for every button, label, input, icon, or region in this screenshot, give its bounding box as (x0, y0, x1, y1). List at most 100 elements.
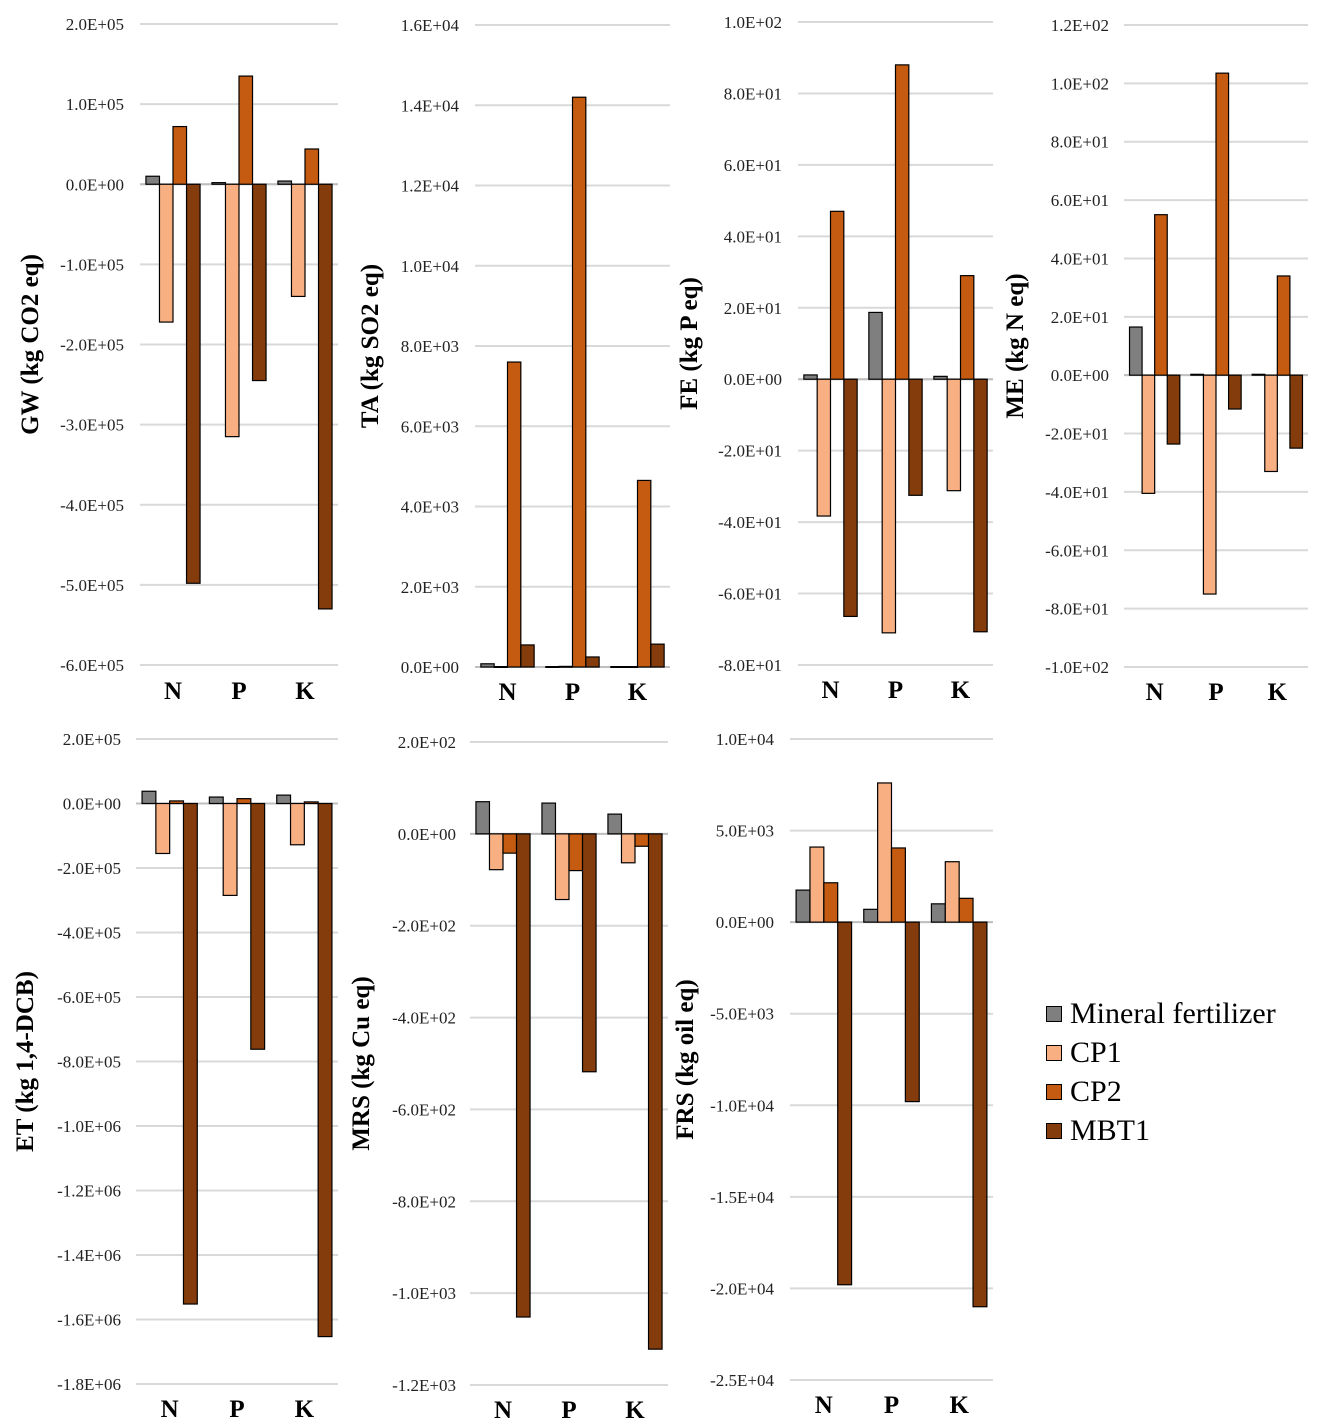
y-tick-label: 8.0E+01 (724, 84, 782, 103)
bar-mbt1-k (317, 183, 333, 610)
y-tick-label: 2.0E+03 (401, 578, 459, 597)
bar-mineral-fertilizer-k (933, 375, 948, 380)
y-tick-label: -2.0E+01 (1045, 425, 1109, 444)
bar-mbt1-n (182, 802, 198, 1305)
y-tick-label: -2.0E+05 (57, 859, 121, 878)
bar-cp2-p (894, 64, 910, 380)
bar-mineral-fertilizer-p (541, 802, 557, 835)
bar-mineral-fertilizer-k (930, 903, 946, 923)
bar-mbt1-k (650, 643, 665, 668)
bar-mbt1-k (647, 833, 663, 1350)
bar-cp1-k (620, 833, 636, 864)
bar-mineral-fertilizer-k (277, 180, 293, 185)
x-category-label: K (628, 679, 648, 706)
bar-mbt1-k (972, 921, 988, 1308)
y-tick-label: 2.0E+05 (63, 730, 121, 749)
x-category-label: K (1268, 679, 1288, 706)
bar-mbt1-n (843, 378, 858, 618)
bar-mbt1-k (1289, 374, 1304, 449)
y-tick-label: -4.0E+02 (392, 1009, 456, 1028)
y-tick-label: 1.6E+04 (401, 16, 460, 35)
y-tick-label: -8.0E+01 (1045, 600, 1109, 619)
legend-label: CP1 (1070, 1035, 1122, 1069)
legend-swatch (1046, 1005, 1062, 1022)
y-tick-label: 8.0E+03 (401, 337, 459, 356)
x-category-label: N (164, 678, 182, 705)
chart-panel-7: 1.0E+04 5.0E+03 0.0E+00 -5.0E+03 -1.0E+04 -1.… (672, 730, 993, 1418)
x-category-label: P (1208, 679, 1223, 706)
y-axis-title: ET (kg 1,4-DCB) (12, 971, 39, 1152)
bar-cp2-n (502, 833, 518, 854)
legend-item-cp2: CP2 (1046, 1072, 1316, 1111)
bar-mbt1-n (520, 644, 535, 668)
bar-cp1-p (222, 802, 238, 897)
y-tick-label: -1.0E+06 (57, 1117, 121, 1136)
y-axis-title: GW (kg CO2 eq) (17, 254, 44, 435)
bar-cp1-p (554, 833, 570, 901)
y-tick-label: 0.0E+00 (401, 658, 459, 677)
bar-cp1-k (290, 183, 306, 298)
bar-cp2-p (238, 75, 254, 185)
y-tick-label: 2.0E+02 (398, 733, 456, 752)
y-axis-title: ME (kg N eq) (1002, 273, 1029, 418)
x-category-label: P (561, 1397, 576, 1418)
bar-cp2-n (1154, 214, 1168, 376)
y-tick-label: 1.0E+04 (401, 257, 460, 276)
bar-mineral-fertilizer-k (607, 813, 623, 835)
bar-cp1-n (155, 802, 171, 855)
y-tick-label: 2.0E+05 (66, 15, 124, 34)
y-axis-title: FRS (kg oil eq) (672, 979, 699, 1139)
y-tick-label: -8.0E+02 (392, 1192, 456, 1211)
y-tick-label: 6.0E+03 (401, 417, 459, 436)
bar-mbt1-k (317, 802, 333, 1338)
y-tick-label: 0.0E+00 (716, 913, 774, 932)
bar-cp1-n (809, 846, 825, 923)
legend-item-mbt1: MBT1 (1046, 1111, 1316, 1150)
y-tick-label: 1.0E+05 (66, 95, 124, 114)
bar-mbt1-p (904, 921, 920, 1103)
x-category-label: K (949, 1392, 969, 1418)
y-tick-label: 5.0E+03 (716, 822, 774, 841)
y-tick-label: -1.0E+04 (710, 1096, 774, 1115)
y-tick-label: 0.0E+00 (63, 795, 121, 814)
bar-cp1-n (158, 183, 174, 323)
bar-cp1-p (881, 378, 897, 634)
y-tick-label: -1.2E+03 (392, 1376, 456, 1395)
legend: Mineral fertilizer CP1 CP2 MBT1 (1046, 994, 1316, 1150)
x-category-label: K (625, 1397, 645, 1418)
bar-mineral-fertilizer-k (276, 794, 292, 805)
y-tick-label: -1.2E+06 (57, 1182, 121, 1201)
x-category-label: P (565, 679, 580, 706)
bar-cp1-k (946, 378, 962, 492)
y-tick-label: -4.0E+05 (57, 924, 121, 943)
bar-cp2-p (236, 798, 252, 805)
y-tick-label: 2.0E+01 (724, 299, 782, 318)
chart-panel-6: 2.0E+02 0.0E+00 -2.0E+02 -4.0E+02 -6.0E+02 -8… (348, 733, 668, 1418)
bar-cp2-p (1215, 72, 1230, 376)
x-category-label: N (498, 679, 516, 706)
y-tick-label: 1.4E+04 (401, 96, 460, 115)
legend-label: MBT1 (1070, 1113, 1151, 1147)
y-tick-label: 0.0E+00 (66, 175, 124, 194)
x-category-label: P (231, 678, 246, 705)
bar-cp2-k (959, 275, 975, 380)
legend-item-mineral-fertilizer: Mineral fertilizer (1046, 994, 1316, 1033)
bar-mineral-fertilizer-p (211, 182, 227, 185)
y-tick-label: -5.0E+03 (710, 1005, 774, 1024)
bar-mbt1-n (837, 921, 853, 1286)
bar-cp2-n (506, 361, 522, 668)
legend-swatch (1046, 1122, 1062, 1139)
y-tick-label: 8.0E+01 (1051, 133, 1109, 152)
y-axis-title: MRS (kg Cu eq) (348, 976, 375, 1150)
bar-mineral-fertilizer-k (610, 665, 625, 668)
chart-panel-4: 1.2E+02 1.0E+02 8.0E+01 6.0E+01 4.0E+01 2.0E+… (1002, 16, 1308, 706)
y-tick-label: -6.0E+01 (718, 585, 782, 604)
bar-mbt1-n (515, 833, 531, 1318)
y-tick-label: -1.0E+03 (392, 1284, 456, 1303)
bar-cp2-n (829, 210, 845, 380)
bar-mbt1-p (581, 833, 597, 1073)
bar-mineral-fertilizer-p (863, 908, 879, 923)
y-tick-label: 0.0E+00 (724, 370, 782, 389)
bar-cp2-n (823, 882, 839, 923)
y-tick-label: -6.0E+05 (57, 988, 121, 1007)
